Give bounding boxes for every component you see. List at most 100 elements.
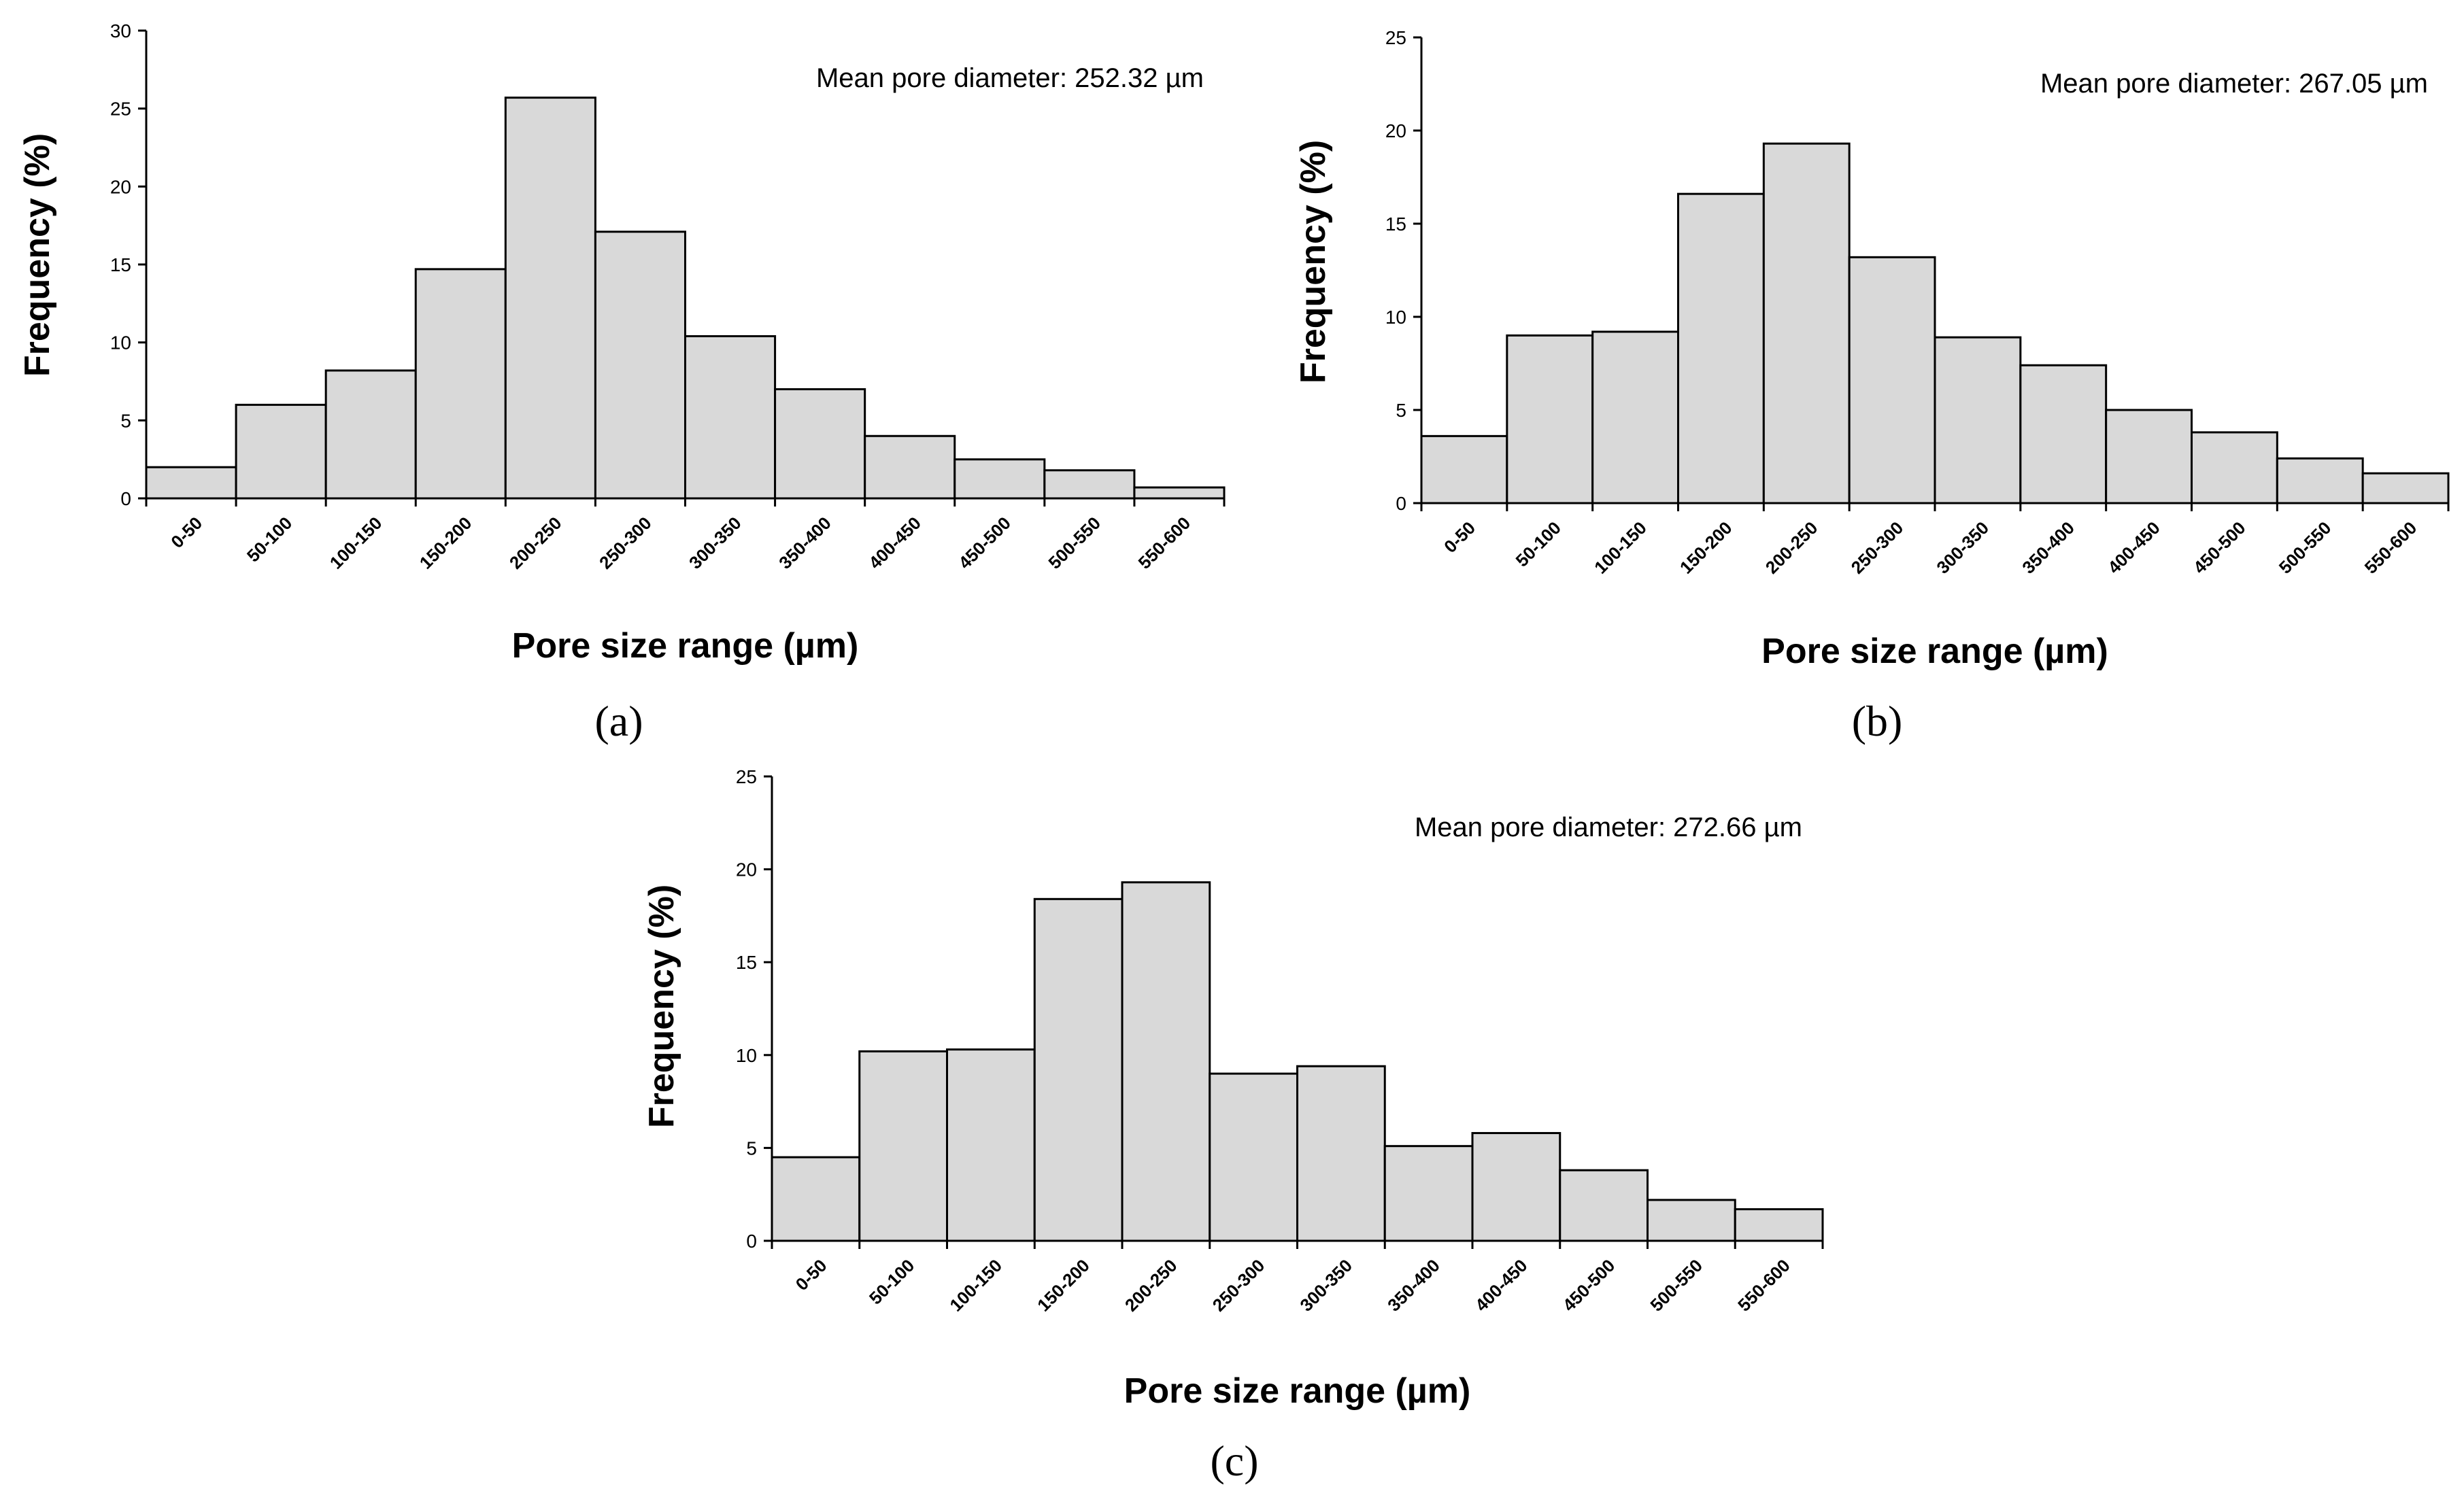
bar-100-150 (1591, 330, 1680, 504)
bar-50-100 (235, 403, 327, 500)
x-tick-label: 250-300 (1209, 1255, 1269, 1316)
x-tick-label: 100-150 (945, 1255, 1006, 1316)
x-tick-label: 50-100 (865, 1255, 918, 1308)
y-tick-label: 10 (1385, 307, 1406, 328)
x-tick-label: 300-350 (1932, 517, 1993, 578)
bar-200-250 (1762, 142, 1851, 504)
y-tick-label: 5 (120, 410, 131, 431)
x-tick-label: 200-250 (505, 513, 566, 573)
x-tick-label: 0-50 (1440, 517, 1479, 557)
x-tick-label: 400-450 (2104, 517, 2164, 578)
x-tick-label: 0-50 (792, 1255, 831, 1295)
x-tick-label: 150-200 (416, 513, 476, 573)
y-tick-label: 20 (110, 176, 131, 197)
x-tick-label: 350-400 (2018, 517, 2078, 578)
y-tick-label: 20 (1385, 120, 1406, 141)
x-tick-label: 100-150 (1590, 517, 1651, 578)
x-tick-label: 200-250 (1121, 1255, 1181, 1316)
x-tick-label: 500-550 (1646, 1255, 1706, 1316)
chart-panel-b: 0 5 10 15 20 25 0-50 50-100 100-150 150-200 200-25… (1294, 27, 2450, 745)
x-tick-label: 250-300 (595, 513, 656, 573)
x-axis-title: Pore size range (µm) (1124, 1371, 1471, 1411)
x-tick-label: 400-450 (1471, 1255, 1532, 1316)
bar-150-200 (414, 268, 507, 500)
y-tick-label: 25 (1385, 27, 1406, 48)
x-tick-label: 450-500 (954, 513, 1015, 573)
x-tick-label: 450-500 (1559, 1255, 1619, 1316)
bar-50-100 (858, 1050, 948, 1242)
y-tick-label: 15 (1385, 213, 1406, 235)
bar-450-500 (953, 458, 1046, 500)
y-tick-label: 0 (746, 1231, 757, 1252)
x-tick-label: 350-400 (1383, 1255, 1444, 1316)
y-axis-title: Frequency (%) (18, 133, 57, 377)
x-tick-label: 0-50 (167, 513, 206, 552)
bar-0-50 (1420, 434, 1508, 504)
y-tick-label: 30 (110, 20, 131, 41)
bar-150-200 (1033, 897, 1124, 1242)
bar-400-450 (1471, 1132, 1562, 1242)
x-tick-label: 250-300 (1847, 517, 1908, 578)
y-tick-label: 20 (736, 859, 757, 880)
y-tick-label: 15 (110, 254, 131, 275)
bar-200-250 (504, 97, 596, 500)
bar-550-600 (2361, 472, 2450, 504)
x-tick-label: 400-450 (864, 513, 925, 573)
bar-350-400 (774, 388, 866, 500)
bar-300-350 (1934, 336, 2022, 504)
x-tick-label: 550-600 (2361, 517, 2421, 578)
x-tick-label: 300-350 (685, 513, 745, 573)
bar-0-50 (145, 466, 237, 500)
bar-250-300 (1848, 256, 1936, 504)
y-tick-label: 0 (120, 488, 131, 509)
bar-0-50 (771, 1156, 861, 1242)
panel-label-c: (c) (1210, 1437, 1258, 1485)
bar-450-500 (1559, 1169, 1649, 1242)
x-tick-label: 350-400 (775, 513, 835, 573)
mean-pore-diameter-annotation: Mean pore diameter: 252.32 µm (816, 63, 1204, 93)
panel-label-b: (b) (1852, 697, 1903, 745)
x-tick-label: 300-350 (1296, 1255, 1356, 1316)
chart-panel-a: 0 5 10 15 20 25 30 0-50 50-100 100-150 150-200 200-… (18, 20, 1226, 745)
x-tick-label: 550-600 (1734, 1255, 1794, 1316)
x-tick-label: 500-550 (2275, 517, 2335, 578)
bar-550-600 (1133, 486, 1226, 500)
x-axis-title: Pore size range (µm) (512, 626, 859, 666)
mean-pore-diameter-annotation: Mean pore diameter: 267.05 µm (2040, 69, 2428, 99)
x-tick-label: 150-200 (1033, 1255, 1094, 1316)
x-tick-label: 150-200 (1676, 517, 1736, 578)
bar-250-300 (594, 230, 687, 500)
bar-550-600 (1734, 1208, 1824, 1242)
x-tick-label: 50-100 (1512, 517, 1565, 570)
x-tick-label: 450-500 (2189, 517, 2250, 578)
bar-500-550 (1647, 1199, 1736, 1242)
y-tick-label: 25 (736, 766, 757, 787)
y-tick-label: 10 (110, 332, 131, 354)
bar-50-100 (1506, 334, 1594, 504)
x-axis-title: Pore size range (µm) (1761, 632, 2108, 671)
bar-400-450 (2105, 409, 2193, 504)
y-tick-label: 5 (1396, 400, 1406, 421)
bar-450-500 (2191, 431, 2278, 504)
y-tick-label: 0 (1396, 493, 1406, 514)
bar-300-350 (1296, 1065, 1386, 1242)
bar-150-200 (1677, 192, 1765, 504)
bar-100-150 (946, 1048, 1036, 1242)
bar-350-400 (1383, 1145, 1474, 1242)
y-tick-label: 10 (736, 1045, 757, 1066)
bar-250-300 (1209, 1072, 1298, 1242)
bar-500-550 (2276, 457, 2364, 504)
x-tick-label: 550-600 (1134, 513, 1195, 573)
x-tick-label: 50-100 (243, 513, 296, 566)
panel-label-a: (a) (594, 697, 643, 745)
x-tick-label: 500-550 (1044, 513, 1104, 573)
x-tick-label: 200-250 (1761, 517, 1822, 578)
y-tick-label: 5 (746, 1137, 757, 1159)
y-tick-label: 15 (736, 952, 757, 973)
bar-100-150 (324, 369, 417, 500)
x-tick-label: 100-150 (326, 513, 386, 573)
mean-pore-diameter-annotation: Mean pore diameter: 272.66 µm (1415, 812, 1802, 842)
y-axis-title: Frequency (%) (642, 885, 681, 1128)
bar-300-350 (684, 335, 777, 500)
